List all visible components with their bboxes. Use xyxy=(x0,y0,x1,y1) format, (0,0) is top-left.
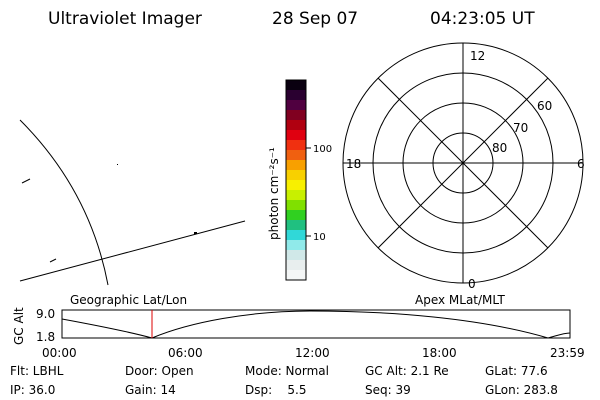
colorbar-label: photon cm⁻²s⁻¹ xyxy=(267,147,281,240)
speck xyxy=(49,258,57,263)
y-tick-label: 1.8 xyxy=(36,330,55,344)
colorbar-band xyxy=(286,270,306,280)
lat-label: 80 xyxy=(492,141,507,155)
lat-label: 60 xyxy=(537,99,552,113)
grid-line xyxy=(19,220,246,282)
mlt-line xyxy=(377,77,549,249)
mlt-label: 12 xyxy=(470,49,485,63)
lat-label: 70 xyxy=(513,121,528,135)
colorbar-band xyxy=(286,100,306,110)
info-field: Flt: LBHL xyxy=(10,364,64,378)
timeline-title: Geographic Lat/Lon xyxy=(70,293,187,307)
colorbar xyxy=(286,80,306,280)
colorbar-band xyxy=(286,210,306,220)
info-field: GLon: 283.8 xyxy=(485,383,558,397)
colorbar-frame xyxy=(285,79,307,281)
altitude-curve xyxy=(61,310,571,339)
polar-plot: 12 6 0 18 60 70 80 xyxy=(342,42,585,291)
info-field: Gain: 14 xyxy=(125,383,176,397)
colorbar-band xyxy=(286,260,306,270)
axis-label: GC Alt xyxy=(12,307,26,345)
colorbar-tick-label: 10 xyxy=(313,232,326,243)
colorbar-band xyxy=(286,230,306,240)
mlt-label: 18 xyxy=(346,157,361,171)
mlt-label: 6 xyxy=(577,157,585,171)
date: 28 Sep 07 xyxy=(272,9,358,29)
plot-frame xyxy=(61,309,571,339)
info-block: Flt: LBHL Door: Open Mode: Normal GC Alt: 2… xyxy=(10,364,558,397)
x-tick-label: 18:00 xyxy=(422,346,457,360)
colorbar-band xyxy=(286,120,306,130)
timeline-title: Apex MLat/MLT xyxy=(415,293,505,307)
colorbar-band xyxy=(286,80,306,90)
info-field: GLat: 77.6 xyxy=(485,364,548,378)
colorbar-tick-label: 100 xyxy=(313,144,332,155)
image-panel xyxy=(19,119,246,286)
x-tick-label: 00:00 xyxy=(42,346,77,360)
mlt-label: 0 xyxy=(468,277,476,291)
info-field: Seq: 39 xyxy=(365,383,411,397)
colorbar-band xyxy=(286,160,306,170)
x-tick-label: 06:00 xyxy=(168,346,203,360)
info-field: Dsp: 5.5 xyxy=(245,383,307,397)
info-field: Mode: Normal xyxy=(245,364,329,378)
colorbar-band xyxy=(286,150,306,160)
speck xyxy=(21,178,31,184)
colorbar-band xyxy=(286,140,306,150)
colorbar-band xyxy=(286,190,306,200)
colorbar-band xyxy=(286,180,306,190)
x-tick-label: 12:00 xyxy=(295,346,330,360)
info-field: GC Alt: 2.1 Re xyxy=(365,364,449,378)
timeline: Geographic Lat/Lon Apex MLat/MLT GC Alt … xyxy=(12,293,585,360)
colorbar-band xyxy=(286,220,306,230)
speck xyxy=(117,164,118,165)
instrument-title: Ultraviolet Imager xyxy=(48,9,202,29)
colorbar-band xyxy=(286,200,306,210)
colorbar-band xyxy=(286,90,306,100)
info-field: IP: 36.0 xyxy=(10,383,55,397)
y-tick-label: 9.0 xyxy=(36,307,55,321)
colorbar-band xyxy=(286,130,306,140)
colorbar-band xyxy=(286,250,306,260)
colorbar-band xyxy=(286,240,306,250)
time: 04:23:05 UT xyxy=(430,9,535,29)
x-tick-label: 23:59 xyxy=(550,346,585,360)
info-field: Door: Open xyxy=(125,364,194,378)
speck xyxy=(194,232,197,234)
colorbar-band xyxy=(286,170,306,180)
limb-arc xyxy=(19,119,109,286)
colorbar-band xyxy=(286,110,306,120)
